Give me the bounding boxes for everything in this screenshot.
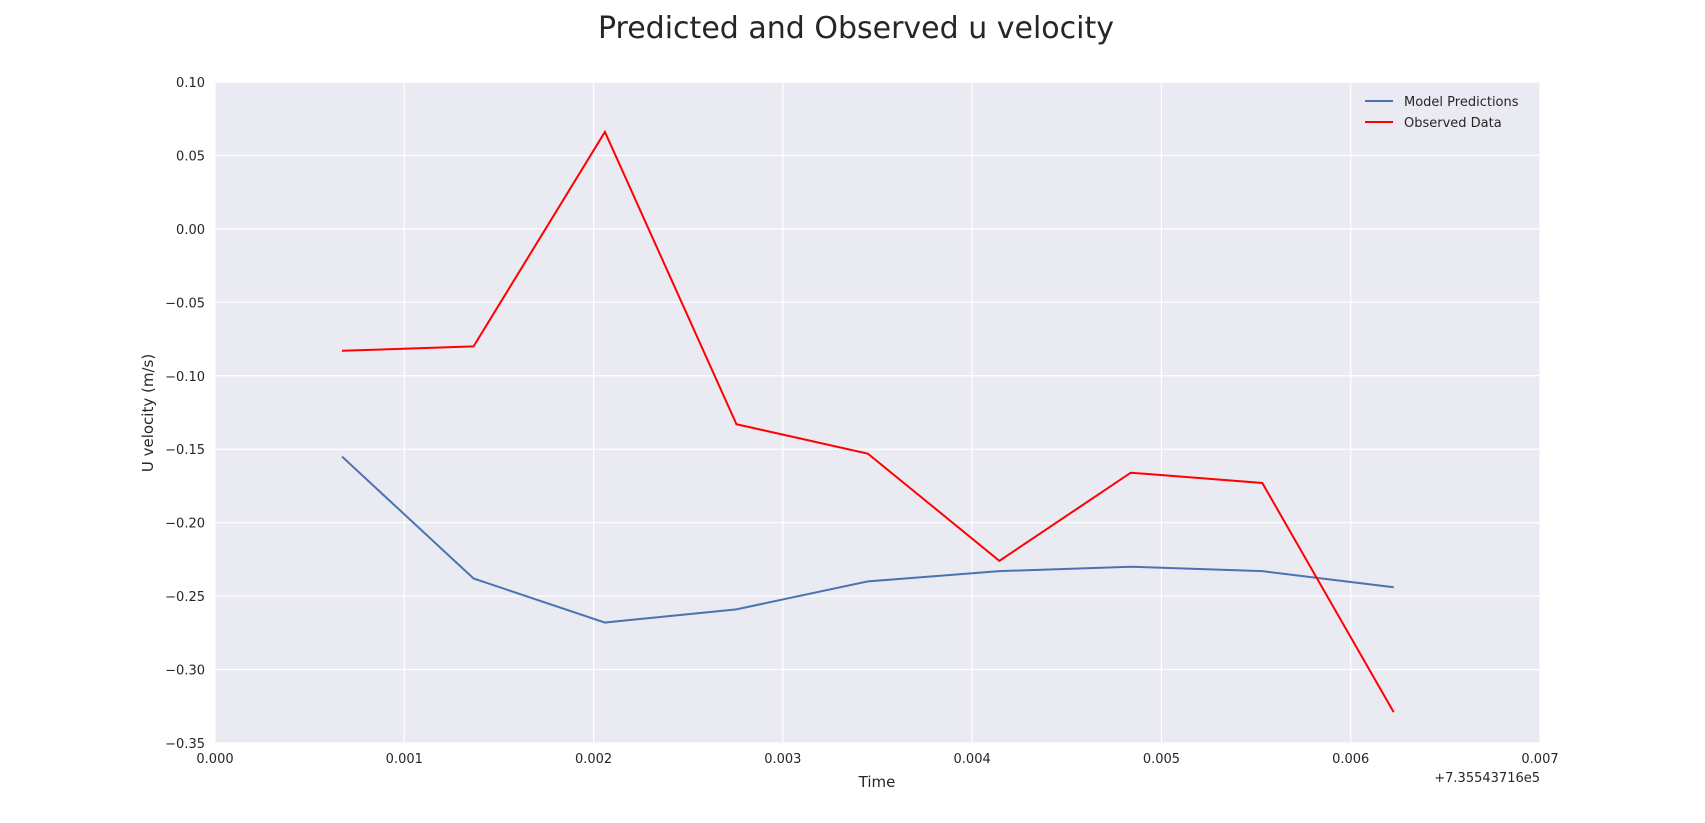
grid-lines [214,81,1541,744]
x-tick-label: 0.003 [764,752,801,767]
y-tick-label: 0.10 [176,76,205,91]
y-tick-label: −0.05 [165,296,205,311]
plot-area [215,82,1540,743]
y-tick-label: −0.15 [165,443,205,458]
y-tick-label: −0.35 [165,737,205,752]
legend-label: Model Predictions [1404,95,1519,110]
y-axis-label: U velocity (m/s) [139,354,157,472]
y-tick-label: −0.10 [165,370,205,385]
series-line-model-predictions [341,455,1394,624]
x-tick-labels: 0.000 0.001 0.002 0.003 0.004 0.005 0.006 0.007 [196,752,1558,767]
y-tick-label: 0.00 [176,223,205,238]
x-tick-label: 0.007 [1521,752,1558,767]
x-tick-label: 0.005 [1143,752,1180,767]
legend-label: Observed Data [1404,116,1502,131]
x-tick-label: 0.002 [575,752,612,767]
x-tick-label: 0.000 [196,752,233,767]
series-layer [341,129,1395,713]
x-axis-label: Time [858,773,896,791]
x-tick-label: 0.004 [954,752,991,767]
chart-title: Predicted and Observed u velocity [598,11,1114,46]
legend: Model Predictions Observed Data [1365,95,1519,131]
x-tick-label: 0.001 [386,752,423,767]
y-tick-labels: −0.35 −0.30 −0.25 −0.20 −0.15 −0.10 −0.05 0.00 0… [165,76,205,752]
y-tick-label: −0.30 [165,664,205,679]
series-line-observed-data [341,129,1395,713]
x-tick-label: 0.006 [1332,752,1369,767]
x-axis-offset: +7.35543716e5 [1434,771,1540,786]
y-tick-label: −0.25 [165,590,205,605]
y-tick-label: −0.20 [165,517,205,532]
y-tick-label: 0.05 [176,149,205,164]
